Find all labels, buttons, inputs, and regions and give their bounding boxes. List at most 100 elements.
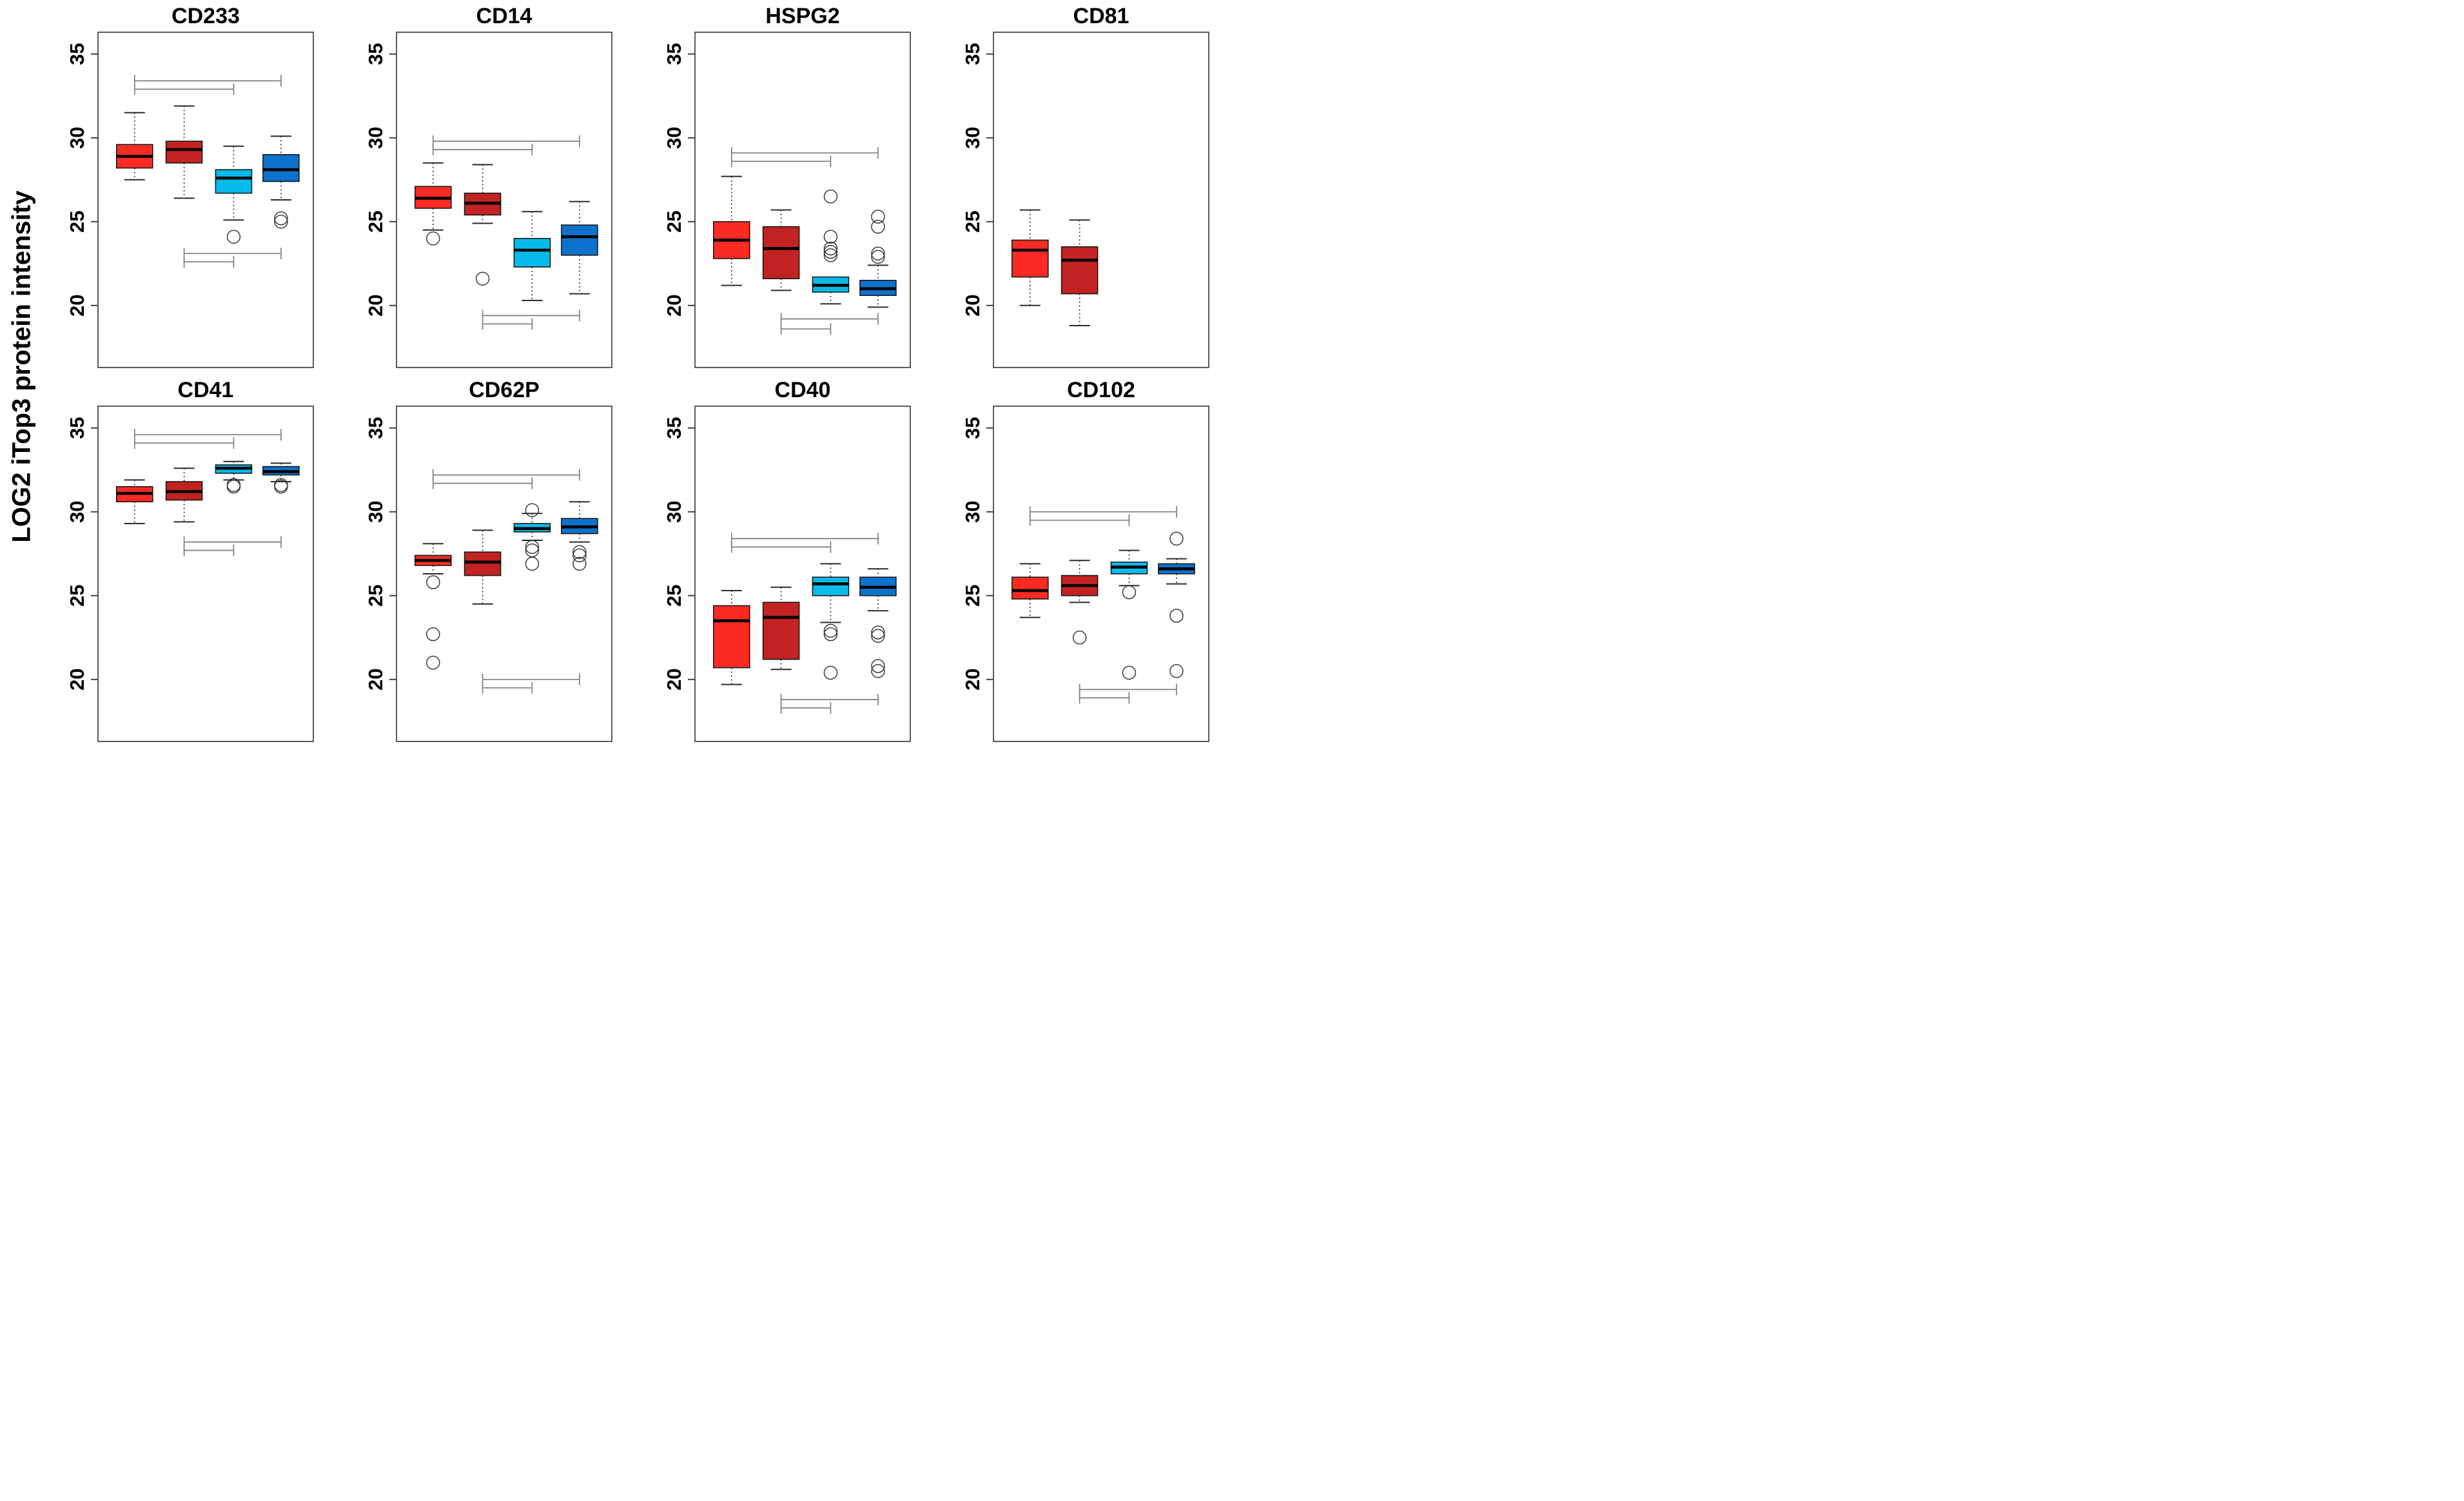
- box: [215, 169, 253, 194]
- outlier-point: [226, 480, 241, 494]
- y-tick-label: 20: [364, 295, 387, 317]
- y-tick-label: 35: [66, 417, 88, 439]
- outlier-point: [1169, 609, 1184, 623]
- box: [762, 602, 800, 660]
- y-tick-label: 35: [663, 43, 685, 65]
- panel-title: CD41: [177, 378, 234, 402]
- outlier-point: [426, 627, 440, 642]
- box: [712, 605, 750, 669]
- plot-frame: [97, 32, 314, 368]
- outlier-point: [871, 625, 885, 640]
- box: [762, 226, 800, 280]
- plot-frame: [993, 32, 1209, 368]
- outlier-point: [1122, 665, 1137, 680]
- outlier-point: [871, 210, 885, 224]
- y-tick-label: 30: [66, 501, 88, 523]
- y-tick-label: 25: [66, 585, 88, 607]
- box: [262, 154, 300, 182]
- outlier-point: [274, 211, 288, 226]
- outlier-point: [475, 271, 490, 286]
- y-tick-label: 20: [663, 669, 685, 691]
- box: [812, 576, 850, 596]
- outlier-point: [525, 540, 540, 554]
- y-tick-label: 35: [66, 43, 88, 65]
- box: [1011, 239, 1049, 278]
- panel-title: HSPG2: [765, 4, 840, 28]
- y-tick-label: 35: [961, 43, 984, 65]
- outlier-point: [823, 623, 838, 638]
- panel-grid: CD233 20 25 30 35 CD14 20 25 30 35 HSPG2 20 25 3…: [36, 3, 1230, 749]
- box: [464, 551, 502, 576]
- outlier-point: [823, 627, 838, 642]
- outlier-point: [871, 250, 885, 264]
- outlier-point: [871, 664, 885, 678]
- outlier-point: [1122, 585, 1137, 600]
- box: [513, 237, 551, 268]
- outlier-point: [572, 548, 587, 563]
- y-tick-label: 20: [961, 295, 984, 317]
- outlier-point: [823, 665, 838, 680]
- panel-cd14: CD14 20 25 30 35: [335, 3, 633, 375]
- y-tick-label: 25: [961, 585, 984, 607]
- plot-frame: [97, 406, 314, 742]
- outlier-point: [525, 543, 540, 558]
- box: [1061, 246, 1099, 295]
- y-tick-label: 30: [364, 127, 387, 149]
- outlier-point: [1169, 531, 1184, 546]
- panel-cd102: CD102 20 25 30 35: [932, 377, 1230, 749]
- panel-title: CD81: [1073, 4, 1129, 28]
- outlier-point: [823, 190, 838, 204]
- boxplot-figure: LOG2 iTop3 protein intensity CD233 20 25 3…: [0, 0, 1232, 750]
- panel-title: CD233: [171, 4, 240, 28]
- plot-frame: [993, 406, 1209, 742]
- plot-frame: [694, 32, 911, 368]
- outlier-point: [426, 231, 440, 246]
- panel-cd41: CD41 20 25 30 35: [36, 377, 335, 749]
- boxplot-cd62p: 20 25 30 35: [364, 406, 612, 742]
- outlier-point: [871, 659, 885, 673]
- outlier-point: [1072, 631, 1087, 645]
- outlier-point: [823, 244, 838, 259]
- outlier-point: [871, 629, 885, 643]
- y-tick-label: 35: [961, 417, 984, 439]
- y-tick-label: 25: [364, 211, 387, 233]
- outlier-point: [871, 246, 885, 260]
- y-tick-label: 20: [961, 669, 984, 691]
- box: [1011, 576, 1049, 600]
- box: [165, 141, 203, 164]
- y-tick-label: 25: [663, 211, 685, 233]
- boxplot-cd14: 20 25 30 35: [364, 32, 612, 368]
- y-tick-label: 30: [961, 127, 984, 149]
- y-tick-label: 30: [663, 127, 685, 149]
- outlier-point: [572, 556, 587, 571]
- y-tick-label: 20: [364, 669, 387, 691]
- panel-title: CD14: [476, 4, 533, 28]
- plot-frame: [694, 406, 911, 742]
- boxplot-cd233: 20 25 30 35: [66, 32, 314, 368]
- y-tick-label: 30: [66, 127, 88, 149]
- y-tick-label: 30: [961, 501, 984, 523]
- outlier-point: [823, 248, 838, 262]
- panel-cd40: CD40 20 25 30 35: [633, 377, 932, 749]
- boxplot-cd40: 20 25 30 35: [663, 406, 911, 742]
- y-tick-label: 25: [961, 211, 984, 233]
- panel-cd62p: CD62P 20 25 30 35: [335, 377, 633, 749]
- y-axis-label: LOG2 iTop3 protein intensity: [7, 190, 36, 543]
- panel-cd233: CD233 20 25 30 35: [36, 3, 335, 375]
- y-tick-label: 35: [663, 417, 685, 439]
- boxplot-cd81: 20 25 30 35: [961, 32, 1209, 368]
- outlier-point: [823, 241, 838, 256]
- box: [561, 224, 598, 256]
- panel-title: CD62P: [469, 378, 540, 402]
- y-tick-label: 30: [663, 501, 685, 523]
- outlier-point: [226, 230, 241, 244]
- plot-frame: [396, 406, 612, 742]
- outlier-point: [572, 545, 587, 559]
- y-tick-label: 35: [364, 417, 387, 439]
- y-tick-label: 25: [364, 585, 387, 607]
- y-tick-label: 30: [364, 501, 387, 523]
- boxplot-cd41: 20 25 30 35: [66, 406, 314, 742]
- outlier-point: [274, 215, 288, 229]
- y-tick-label: 20: [66, 295, 88, 317]
- outlier-point: [1169, 664, 1184, 678]
